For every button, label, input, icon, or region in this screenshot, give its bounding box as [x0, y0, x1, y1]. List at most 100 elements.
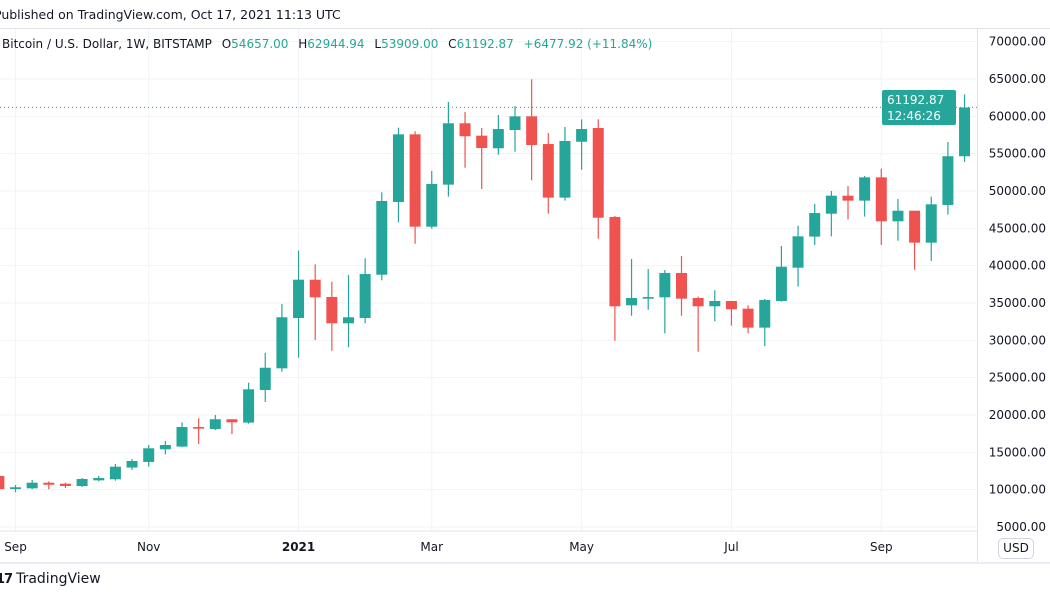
candle	[592, 119, 604, 239]
last-price-badge: 61192.87 12:46:26	[882, 90, 956, 125]
candle-body	[209, 419, 221, 429]
candle	[176, 422, 188, 448]
candle	[376, 192, 388, 281]
change-value: +6477.92 (+11.84%)	[523, 37, 653, 51]
high-label: H	[298, 37, 308, 51]
candle-body	[925, 204, 937, 243]
candle	[742, 305, 754, 334]
candle	[143, 445, 155, 467]
price-tick-label: 5000.00	[996, 520, 1046, 534]
candle-body	[642, 297, 654, 299]
time-tick-label: Sep	[4, 540, 27, 554]
candle	[459, 112, 471, 168]
price-tick-label: 25000.00	[989, 371, 1046, 385]
close-label: C	[448, 37, 457, 51]
candle-body	[892, 210, 904, 222]
open-label: O	[221, 37, 232, 51]
footer-divider	[0, 562, 1050, 564]
candle-body	[626, 297, 638, 306]
candle-body	[792, 236, 804, 268]
candle	[526, 79, 538, 181]
candle-body	[442, 123, 454, 185]
candle-body	[459, 123, 471, 137]
candle	[809, 203, 821, 245]
candle-body	[392, 134, 404, 202]
candle-body	[742, 308, 754, 328]
candle-body	[676, 272, 687, 299]
price-tick-label: 65000.00	[989, 72, 1046, 86]
candle-body	[842, 195, 854, 201]
candle-body	[775, 266, 787, 301]
candle	[426, 170, 438, 229]
candle-body	[509, 116, 521, 130]
candle	[692, 296, 704, 352]
candle-body	[293, 279, 305, 319]
candle-body	[559, 140, 571, 198]
candles	[0, 79, 971, 493]
candle	[825, 191, 837, 237]
candle	[759, 298, 771, 347]
candle	[392, 127, 404, 223]
candle	[93, 476, 105, 482]
candle	[76, 478, 88, 487]
candle	[10, 485, 21, 493]
candle-body	[959, 107, 971, 157]
currency-button[interactable]: USD	[998, 538, 1034, 559]
candle-body	[492, 129, 504, 149]
candle-body	[93, 478, 105, 481]
candle-body	[109, 466, 121, 480]
time-tick-label: Nov	[137, 540, 160, 554]
open-value: 54657.00	[231, 37, 289, 51]
candle	[226, 419, 238, 435]
candle-body	[243, 389, 255, 423]
candle-body	[309, 279, 321, 298]
candle	[942, 142, 954, 215]
tradingview-logo[interactable]: 17 TradingView	[0, 571, 101, 587]
candle	[326, 281, 338, 351]
candle-body	[159, 445, 171, 450]
symbol-title: Bitcoin / U.S. Dollar, 1W, BITSTAMP	[2, 37, 212, 51]
candle-body	[176, 427, 188, 447]
tradingview-logo-icon: 17	[0, 571, 13, 587]
time-tick-label: May	[569, 540, 594, 554]
price-axis[interactable]: 70000.00 65000.00 60000.00 55000.00 50000.00…	[989, 35, 1046, 534]
candle	[775, 246, 787, 302]
candle-body	[859, 177, 871, 201]
low-label: L	[374, 37, 382, 51]
time-tick-label: 2021	[282, 540, 315, 554]
candle-body	[10, 487, 21, 489]
bar-countdown: 12:46:26	[887, 109, 941, 123]
candle	[626, 259, 638, 316]
candle-body	[359, 274, 371, 319]
candle-body	[343, 317, 354, 324]
candle-body	[942, 156, 954, 205]
candle-body	[825, 195, 837, 214]
candle	[359, 258, 371, 324]
candle-body	[59, 483, 71, 487]
candle	[243, 382, 255, 424]
candle-body	[725, 300, 737, 310]
candle-body	[909, 210, 921, 243]
candle-body	[542, 144, 554, 198]
candle	[709, 290, 721, 322]
low-value: 53909.00	[381, 37, 439, 51]
symbol-legend: Bitcoin / U.S. Dollar, 1W, BITSTAMP O546…	[2, 37, 652, 51]
candle-body	[759, 300, 771, 328]
close-value: 61192.87	[456, 37, 514, 51]
candle	[959, 94, 971, 162]
candle-body	[226, 419, 238, 423]
candle-body	[326, 297, 338, 324]
price-tick-label: 40000.00	[989, 259, 1046, 273]
candle-body	[259, 367, 271, 390]
candle-body	[143, 448, 155, 462]
candle	[26, 480, 38, 490]
candle	[576, 119, 588, 170]
candle-body	[576, 129, 588, 142]
price-tick-label: 10000.00	[989, 483, 1046, 497]
candle	[159, 440, 171, 455]
candle	[0, 476, 5, 489]
time-axis[interactable]: Sep Nov 2021 Mar May Jul Sep	[4, 540, 892, 554]
price-tick-label: 60000.00	[989, 109, 1046, 123]
price-tick-label: 20000.00	[989, 408, 1046, 422]
